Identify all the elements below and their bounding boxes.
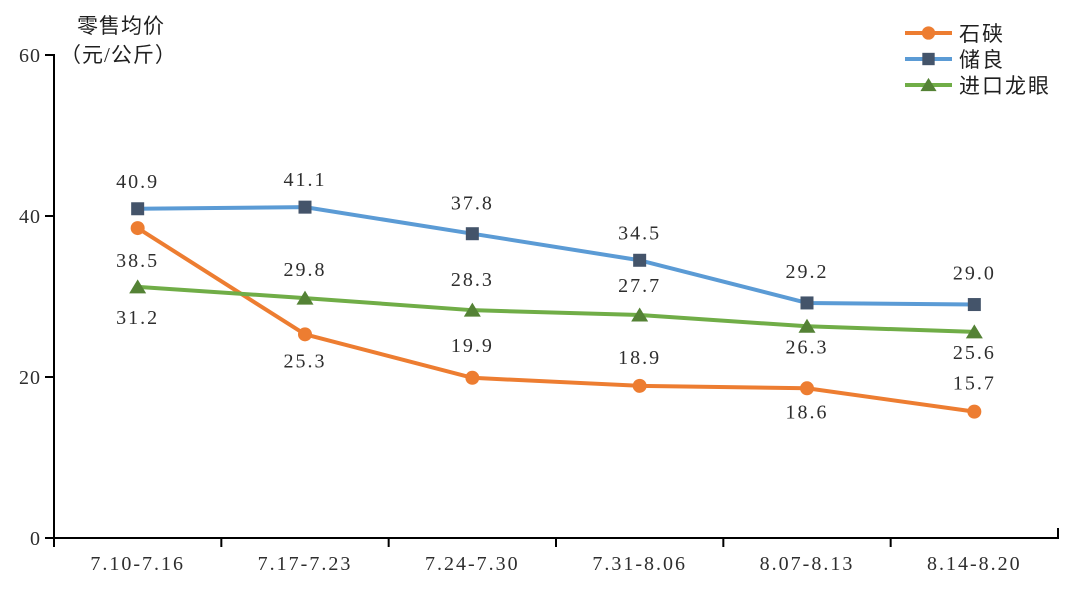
- data-label: 18.6: [786, 401, 829, 423]
- y-axis-title-line2: （元/公斤）: [60, 43, 177, 67]
- legend-label: 进口龙眼: [959, 74, 1051, 98]
- circle-marker: [130, 221, 145, 236]
- x-tick-label: 7.24-7.30: [425, 553, 520, 575]
- circle-marker: [298, 327, 312, 342]
- data-label: 15.7: [953, 373, 996, 395]
- x-tick-label: 8.14-8.20: [927, 553, 1022, 575]
- triangle-marker: [631, 307, 649, 322]
- data-label: 37.8: [451, 193, 494, 215]
- data-label: 19.9: [451, 335, 494, 357]
- data-label: 25.3: [284, 350, 327, 372]
- data-label: 29.8: [284, 259, 327, 281]
- axes: [45, 54, 1059, 547]
- circle-marker: [632, 378, 647, 393]
- chart-legend: 石硖 储良 进口龙眼: [905, 20, 1051, 98]
- legend-swatch-circle: [905, 26, 952, 40]
- data-label: 18.9: [618, 347, 661, 369]
- square-marker: [633, 253, 647, 267]
- circle-marker: [921, 26, 936, 40]
- x-tick-label: 7.31-8.06: [592, 553, 687, 575]
- legend-label: 储良: [959, 48, 1005, 72]
- legend-swatch-triangle: [905, 77, 952, 92]
- legend-item-2: 进口龙眼: [905, 72, 1051, 98]
- data-label: 38.5: [116, 250, 159, 272]
- triangle-marker: [965, 324, 983, 339]
- square-marker: [800, 296, 814, 310]
- square-marker: [967, 298, 981, 312]
- x-tick-label: 7.17-7.23: [258, 553, 353, 575]
- triangle-marker: [920, 77, 937, 92]
- y-tick-label: 60: [19, 45, 41, 67]
- square-marker: [298, 200, 312, 214]
- legend-swatch-square: [905, 52, 952, 66]
- circle-marker: [800, 381, 814, 396]
- data-label: 29.0: [953, 263, 996, 285]
- data-label: 25.6: [953, 342, 996, 364]
- y-tick-label: 0: [30, 528, 41, 550]
- data-label: 28.3: [451, 269, 494, 291]
- legend-item-0: 石硖: [905, 20, 1051, 46]
- square-marker: [922, 52, 935, 66]
- square-marker: [465, 227, 479, 241]
- data-label: 40.9: [116, 171, 159, 193]
- data-label: 41.1: [284, 169, 327, 191]
- x-tick-label: 8.07-8.13: [760, 553, 855, 575]
- square-marker: [131, 202, 145, 216]
- triangle-marker: [798, 318, 816, 333]
- data-label: 29.2: [786, 261, 829, 283]
- y-tick-label: 40: [19, 206, 41, 228]
- triangle-marker: [296, 290, 314, 305]
- data-label: 34.5: [618, 222, 661, 244]
- series-line-0: [135, 226, 977, 414]
- y-axis-title: 零售均价 （元/公斤）: [60, 12, 177, 70]
- x-tick-label: 7.10-7.16: [90, 553, 185, 575]
- data-label: 27.7: [618, 275, 661, 297]
- y-tick-label: 20: [19, 367, 41, 389]
- triangle-marker: [129, 279, 147, 294]
- legend-label: 石硖: [959, 22, 1005, 46]
- circle-marker: [967, 404, 982, 419]
- circle-marker: [465, 370, 480, 385]
- data-label: 26.3: [786, 336, 829, 358]
- triangle-marker: [463, 302, 481, 317]
- y-axis-title-line1: 零售均价: [77, 14, 165, 38]
- legend-item-1: 储良: [905, 46, 1051, 72]
- series-line-1: [135, 205, 977, 307]
- data-label: 31.2: [116, 307, 159, 329]
- series-line-2: [135, 284, 977, 334]
